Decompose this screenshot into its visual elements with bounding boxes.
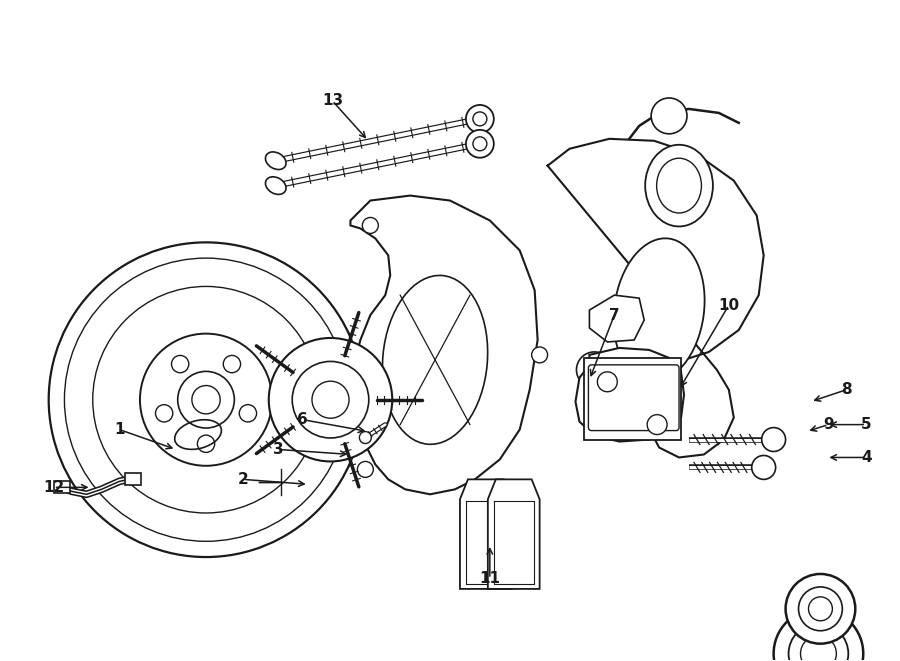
Circle shape <box>788 624 849 661</box>
Circle shape <box>786 574 855 644</box>
Circle shape <box>752 455 776 479</box>
Text: 13: 13 <box>322 93 343 108</box>
Circle shape <box>466 130 494 158</box>
Circle shape <box>761 428 786 451</box>
Circle shape <box>647 414 667 434</box>
Circle shape <box>357 461 374 477</box>
Circle shape <box>800 636 836 661</box>
Ellipse shape <box>382 276 488 444</box>
Ellipse shape <box>645 145 713 227</box>
Circle shape <box>292 362 369 438</box>
Text: 11: 11 <box>480 572 500 586</box>
Text: 3: 3 <box>274 442 284 457</box>
Circle shape <box>177 371 234 428</box>
Polygon shape <box>460 479 512 589</box>
Ellipse shape <box>657 158 701 213</box>
Circle shape <box>93 286 320 513</box>
Circle shape <box>223 356 240 373</box>
Circle shape <box>65 258 347 541</box>
Polygon shape <box>590 295 644 342</box>
Polygon shape <box>350 196 537 494</box>
Circle shape <box>197 435 215 452</box>
Circle shape <box>798 587 842 631</box>
Polygon shape <box>488 479 540 589</box>
Circle shape <box>156 405 173 422</box>
Text: 8: 8 <box>841 382 851 397</box>
Polygon shape <box>575 348 684 442</box>
Circle shape <box>363 217 378 233</box>
Circle shape <box>466 105 494 133</box>
Circle shape <box>312 381 349 418</box>
Circle shape <box>652 98 687 134</box>
Text: 5: 5 <box>861 417 871 432</box>
Circle shape <box>532 347 547 363</box>
FancyBboxPatch shape <box>54 481 69 493</box>
Circle shape <box>472 137 487 151</box>
Polygon shape <box>584 358 681 440</box>
Text: 2: 2 <box>238 472 248 487</box>
Circle shape <box>808 597 833 621</box>
FancyBboxPatch shape <box>125 473 141 485</box>
Ellipse shape <box>266 176 286 194</box>
Circle shape <box>585 361 603 379</box>
Text: 12: 12 <box>43 480 64 495</box>
Ellipse shape <box>266 152 286 169</box>
Text: 4: 4 <box>861 450 871 465</box>
Text: 7: 7 <box>609 307 619 323</box>
Circle shape <box>239 405 256 422</box>
Circle shape <box>359 432 372 444</box>
Text: 1: 1 <box>114 422 124 437</box>
Text: 9: 9 <box>824 417 833 432</box>
Circle shape <box>269 338 392 461</box>
Circle shape <box>598 372 617 392</box>
Circle shape <box>49 243 364 557</box>
Circle shape <box>472 112 487 126</box>
Circle shape <box>172 356 189 373</box>
Circle shape <box>192 385 220 414</box>
Circle shape <box>774 609 863 661</box>
FancyBboxPatch shape <box>589 365 679 430</box>
Ellipse shape <box>614 239 705 382</box>
Text: 6: 6 <box>297 412 308 427</box>
Circle shape <box>577 352 612 388</box>
Text: 10: 10 <box>718 297 740 313</box>
Circle shape <box>140 334 272 466</box>
